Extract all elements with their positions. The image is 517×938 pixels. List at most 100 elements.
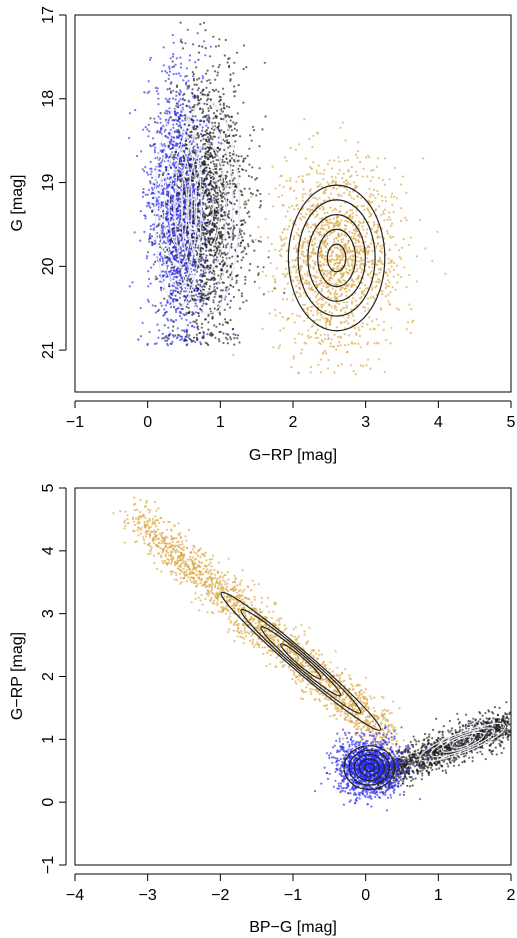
top-point xyxy=(242,250,245,253)
top-point xyxy=(192,75,195,78)
top-point xyxy=(213,188,216,191)
top-point xyxy=(234,140,237,143)
top-point xyxy=(149,282,152,285)
top-point xyxy=(157,336,160,339)
top-point xyxy=(198,332,201,335)
top-point xyxy=(316,132,319,135)
top-point xyxy=(206,258,209,262)
top-point xyxy=(176,336,179,339)
top-point xyxy=(363,284,367,287)
top-point xyxy=(175,256,178,259)
top-point xyxy=(222,87,225,90)
top-point xyxy=(305,213,308,216)
top-point xyxy=(209,105,212,108)
top-point xyxy=(172,218,175,221)
top-point xyxy=(157,103,160,106)
top-point xyxy=(221,289,224,292)
top-point xyxy=(163,297,166,300)
top-point xyxy=(320,234,324,237)
top-point xyxy=(331,209,334,212)
top-point xyxy=(185,67,188,70)
top-point xyxy=(415,255,418,258)
top-point xyxy=(202,272,205,275)
top-point xyxy=(161,332,164,335)
top-point xyxy=(376,189,379,193)
top-point xyxy=(204,54,207,57)
top-point xyxy=(155,342,158,345)
top-point xyxy=(212,35,215,38)
top-point xyxy=(167,230,170,233)
top-point xyxy=(217,274,220,277)
top-point xyxy=(146,201,149,204)
top-point xyxy=(177,72,181,75)
top-point xyxy=(246,243,250,246)
top-point xyxy=(159,112,162,115)
top-point xyxy=(227,212,230,215)
top-point xyxy=(139,335,143,338)
top-point xyxy=(299,268,302,271)
top-point xyxy=(369,193,372,196)
top-point xyxy=(143,170,146,173)
top-point xyxy=(150,186,154,189)
top-point xyxy=(372,327,375,330)
top-point xyxy=(176,229,180,232)
top-point xyxy=(177,120,180,123)
top-point xyxy=(272,346,275,349)
top-point xyxy=(246,212,249,215)
top-point xyxy=(152,137,155,140)
top-point xyxy=(192,263,195,267)
top-point xyxy=(359,245,362,248)
top-point xyxy=(212,299,215,302)
top-point xyxy=(195,322,198,325)
top-point xyxy=(199,295,202,298)
top-point xyxy=(315,172,319,175)
top-point xyxy=(366,257,369,260)
top-point xyxy=(263,61,266,64)
top-point xyxy=(167,319,170,322)
top-point xyxy=(299,266,302,269)
top-point xyxy=(214,45,217,48)
top-point xyxy=(201,111,204,114)
top-point xyxy=(169,57,172,60)
top-point xyxy=(151,188,154,191)
top-point xyxy=(303,216,306,219)
top-point xyxy=(226,230,229,234)
top-point xyxy=(203,93,207,96)
top-point xyxy=(333,259,336,262)
top-point xyxy=(163,234,166,237)
top-point xyxy=(354,299,357,302)
top-point xyxy=(168,65,171,68)
top-point xyxy=(241,219,244,222)
top-point xyxy=(295,269,298,272)
top-point xyxy=(154,239,157,242)
top-point xyxy=(172,158,175,161)
top-point xyxy=(305,254,308,258)
top-point xyxy=(377,193,380,196)
top-point xyxy=(164,97,167,100)
top-point xyxy=(314,215,317,219)
top-point xyxy=(365,364,368,367)
top-point xyxy=(371,249,374,252)
top-point xyxy=(181,119,184,122)
top-point xyxy=(205,114,208,117)
top-point xyxy=(199,259,203,262)
top-point xyxy=(205,278,208,281)
top-point xyxy=(343,333,346,336)
top-point xyxy=(389,342,392,345)
top-point xyxy=(214,187,217,190)
top-point xyxy=(227,227,230,230)
top-point xyxy=(297,207,300,210)
top-point xyxy=(174,254,177,257)
top-point xyxy=(197,222,200,226)
top-point xyxy=(194,96,197,99)
top-point xyxy=(176,142,179,145)
top-point xyxy=(178,279,181,282)
top-point xyxy=(379,307,382,310)
top-point xyxy=(377,205,381,208)
top-point xyxy=(229,319,232,322)
top-point xyxy=(151,176,154,179)
top-point xyxy=(317,302,320,305)
top-point xyxy=(196,32,199,35)
top-point xyxy=(355,248,358,251)
top-point xyxy=(208,287,211,291)
